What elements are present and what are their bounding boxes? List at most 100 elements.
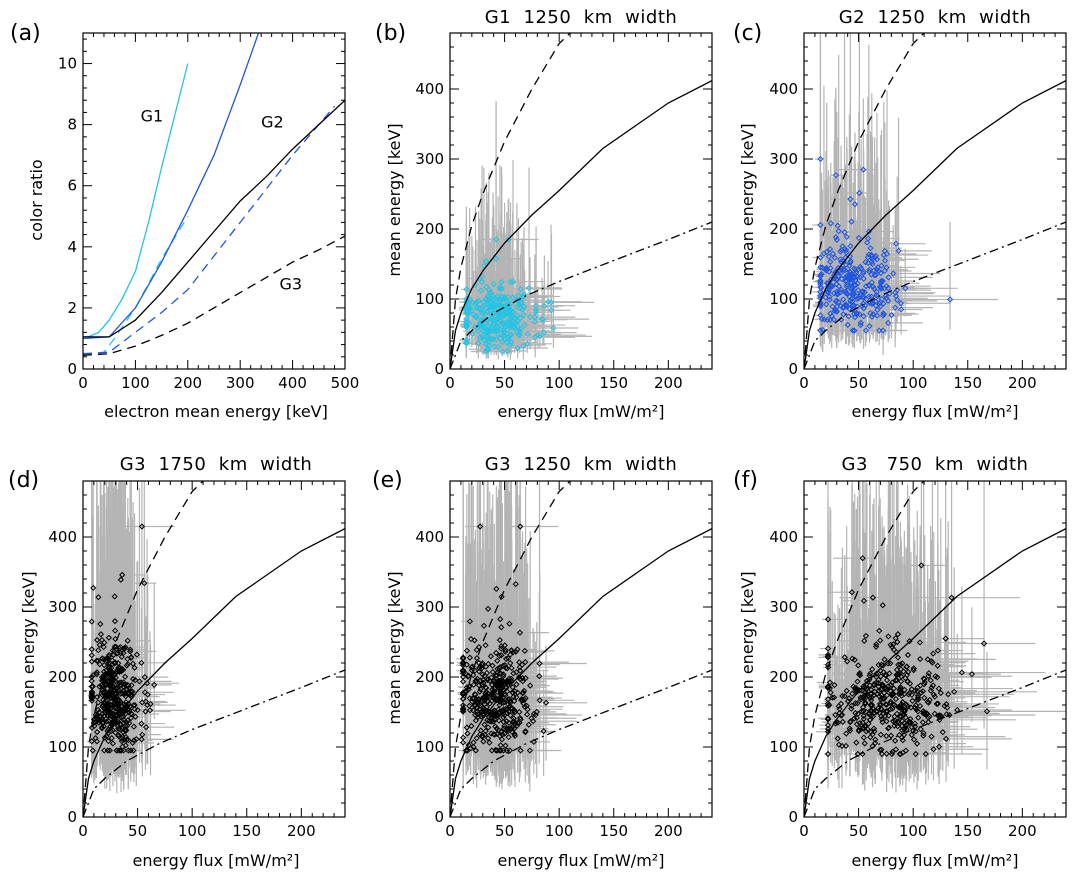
data-point: [521, 321, 528, 329]
data-point: [486, 327, 493, 335]
data-point: [501, 722, 508, 730]
data-point: [870, 285, 878, 292]
data-point: [548, 307, 555, 314]
data-point: [469, 707, 477, 714]
data-point: [481, 721, 488, 728]
data-point: [113, 643, 120, 650]
data-point: [853, 311, 860, 318]
data-point: [516, 708, 523, 716]
data-point: [464, 730, 471, 737]
data-point: [540, 329, 548, 336]
data-point: [532, 334, 539, 341]
data-point: [88, 618, 95, 625]
data-point: [832, 172, 840, 179]
data-point: [130, 747, 137, 754]
data-point: [110, 686, 117, 694]
data-point: [514, 719, 521, 727]
data-point: [466, 702, 473, 709]
data-point: [829, 250, 837, 257]
data-point: [525, 284, 533, 292]
data-point: [847, 279, 855, 286]
data-point: [852, 281, 859, 289]
model-curve-solid: [83, 528, 345, 817]
data-point: [497, 286, 504, 293]
data-point: [826, 293, 833, 300]
data-point: [843, 233, 850, 240]
data-point: [103, 666, 110, 674]
data-point: [93, 657, 100, 664]
data-point: [480, 622, 488, 629]
data-point: [892, 304, 899, 311]
y-tick-label: 8: [67, 116, 77, 134]
data-point: [108, 735, 115, 742]
data-point: [469, 695, 477, 702]
data-point: [826, 284, 833, 291]
data-point: [486, 677, 493, 684]
data-point: [855, 234, 862, 242]
data-point: [507, 651, 514, 658]
data-point: [550, 324, 557, 332]
data-point: [869, 260, 876, 268]
data-point: [510, 670, 517, 677]
data-point: [824, 316, 831, 323]
y-tick-label: 4: [67, 238, 77, 256]
data-point: [878, 285, 885, 293]
data-point: [898, 306, 905, 313]
data-point: [860, 313, 867, 320]
data-point: [112, 627, 119, 634]
data-point: [122, 722, 129, 730]
data-point: [514, 646, 521, 653]
data-point: [523, 711, 531, 718]
data-point: [132, 677, 139, 684]
data-point: [118, 679, 125, 686]
data-point: [835, 298, 842, 306]
y-tick-label: 400: [415, 80, 444, 98]
data-point: [105, 634, 113, 641]
data-point: [476, 699, 484, 707]
data-point: [129, 675, 137, 683]
data-point: [825, 286, 833, 294]
data-point: [484, 605, 492, 612]
data-point: [133, 736, 140, 743]
data-point: [88, 677, 95, 685]
data-point: [488, 314, 495, 321]
data-point: [466, 654, 474, 661]
data-point: [88, 646, 95, 653]
data-point: [496, 670, 503, 677]
x-tick-label: 100: [178, 822, 207, 840]
annotation-g1: G1: [141, 107, 164, 126]
panel-title-b: G1 1250 km width: [485, 7, 678, 28]
data-point: [470, 672, 477, 679]
data-point: [501, 321, 508, 328]
panel-c-plot: 0 50 100 150 200 0 100 200 300 400: [769, 32, 1067, 392]
data-point: [490, 335, 497, 342]
data-point: [141, 580, 148, 587]
data-point: [851, 327, 858, 334]
data-point: [120, 729, 127, 736]
data-point: [111, 618, 119, 625]
data-point: [838, 275, 845, 283]
data-point: [489, 324, 496, 331]
markers-d: [88, 523, 158, 754]
x-tick-label: 200: [654, 374, 683, 392]
data-point: [489, 709, 496, 716]
data-point: [478, 322, 485, 330]
plot-area-a: [83, 33, 345, 356]
data-point: [487, 653, 495, 660]
data-point: [117, 747, 125, 754]
y-tick-label: 200: [769, 220, 798, 238]
data-point: [498, 728, 505, 735]
data-point: [89, 747, 96, 754]
data-point: [463, 315, 470, 322]
data-point: [826, 296, 833, 303]
data-point: [883, 264, 890, 271]
data-point: [131, 701, 138, 709]
data-point: [817, 277, 824, 284]
data-point: [819, 264, 826, 271]
data-point: [492, 678, 500, 686]
data-point: [101, 705, 108, 712]
data-point: [505, 334, 512, 341]
data-point: [869, 283, 877, 290]
data-point: [88, 697, 95, 704]
data-point: [472, 691, 479, 698]
